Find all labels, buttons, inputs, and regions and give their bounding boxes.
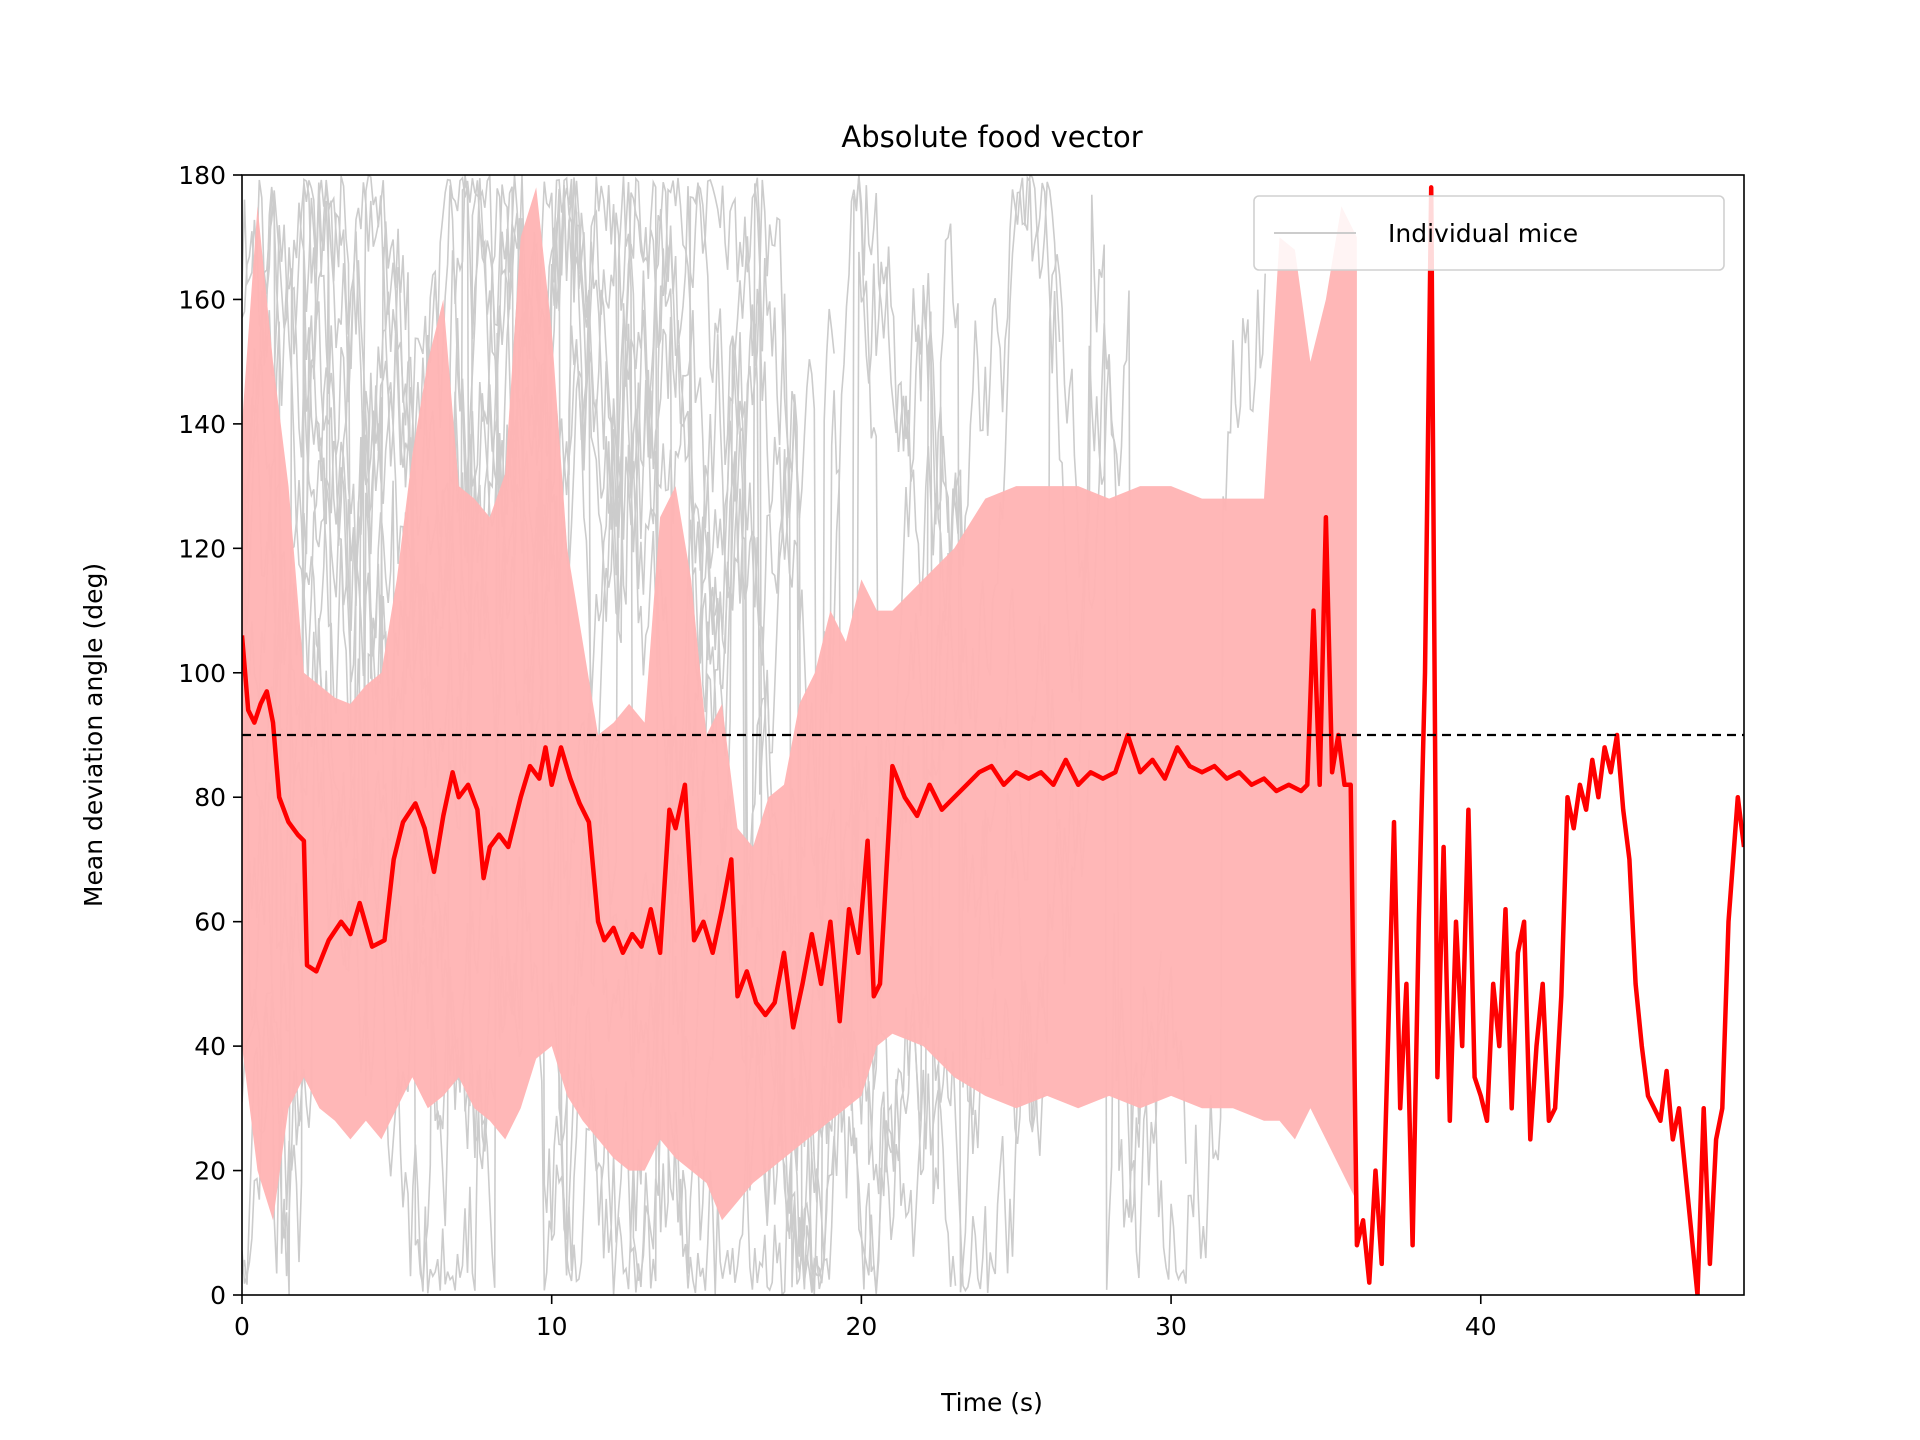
x-axis-ticks: 0 10 20 30 40 <box>234 1295 1497 1341</box>
y-tick-label: 60 <box>194 908 226 937</box>
x-tick-label: 40 <box>1465 1312 1497 1341</box>
y-tick-label: 140 <box>178 410 226 439</box>
legend-label-individual-mice: Individual mice <box>1388 219 1578 248</box>
legend-box <box>1253 195 1725 271</box>
y-tick-label: 100 <box>178 659 226 688</box>
x-tick-label: 10 <box>536 1312 568 1341</box>
plot-area <box>242 175 1744 1295</box>
x-axis-label: Time (s) <box>940 1388 1043 1417</box>
mean-line <box>242 185 1744 1295</box>
y-axis-label: Mean deviation angle (deg) <box>79 563 108 907</box>
y-tick-label: 160 <box>178 285 226 314</box>
y-tick-label: 40 <box>194 1032 226 1061</box>
x-tick-label: 0 <box>234 1312 250 1341</box>
chart-title: Absolute food vector <box>841 120 1142 154</box>
plot-frame <box>241 174 1745 1296</box>
y-tick-label: 20 <box>194 1157 226 1186</box>
legend: Individual mice <box>1253 195 1725 271</box>
x-tick-label: 30 <box>1155 1312 1187 1341</box>
y-tick-label: 80 <box>194 783 226 812</box>
y-tick-label: 120 <box>178 534 226 563</box>
y-axis-ticks: 0 20 40 60 80 100 120 140 160 180 <box>178 161 242 1310</box>
deviation-band-layer <box>242 187 1357 1221</box>
y-tick-label: 0 <box>210 1281 226 1310</box>
mean-series-layer <box>242 185 1744 1295</box>
x-tick-label: 20 <box>845 1312 877 1341</box>
deviation-band <box>242 187 1357 1221</box>
y-tick-label: 180 <box>178 161 226 190</box>
